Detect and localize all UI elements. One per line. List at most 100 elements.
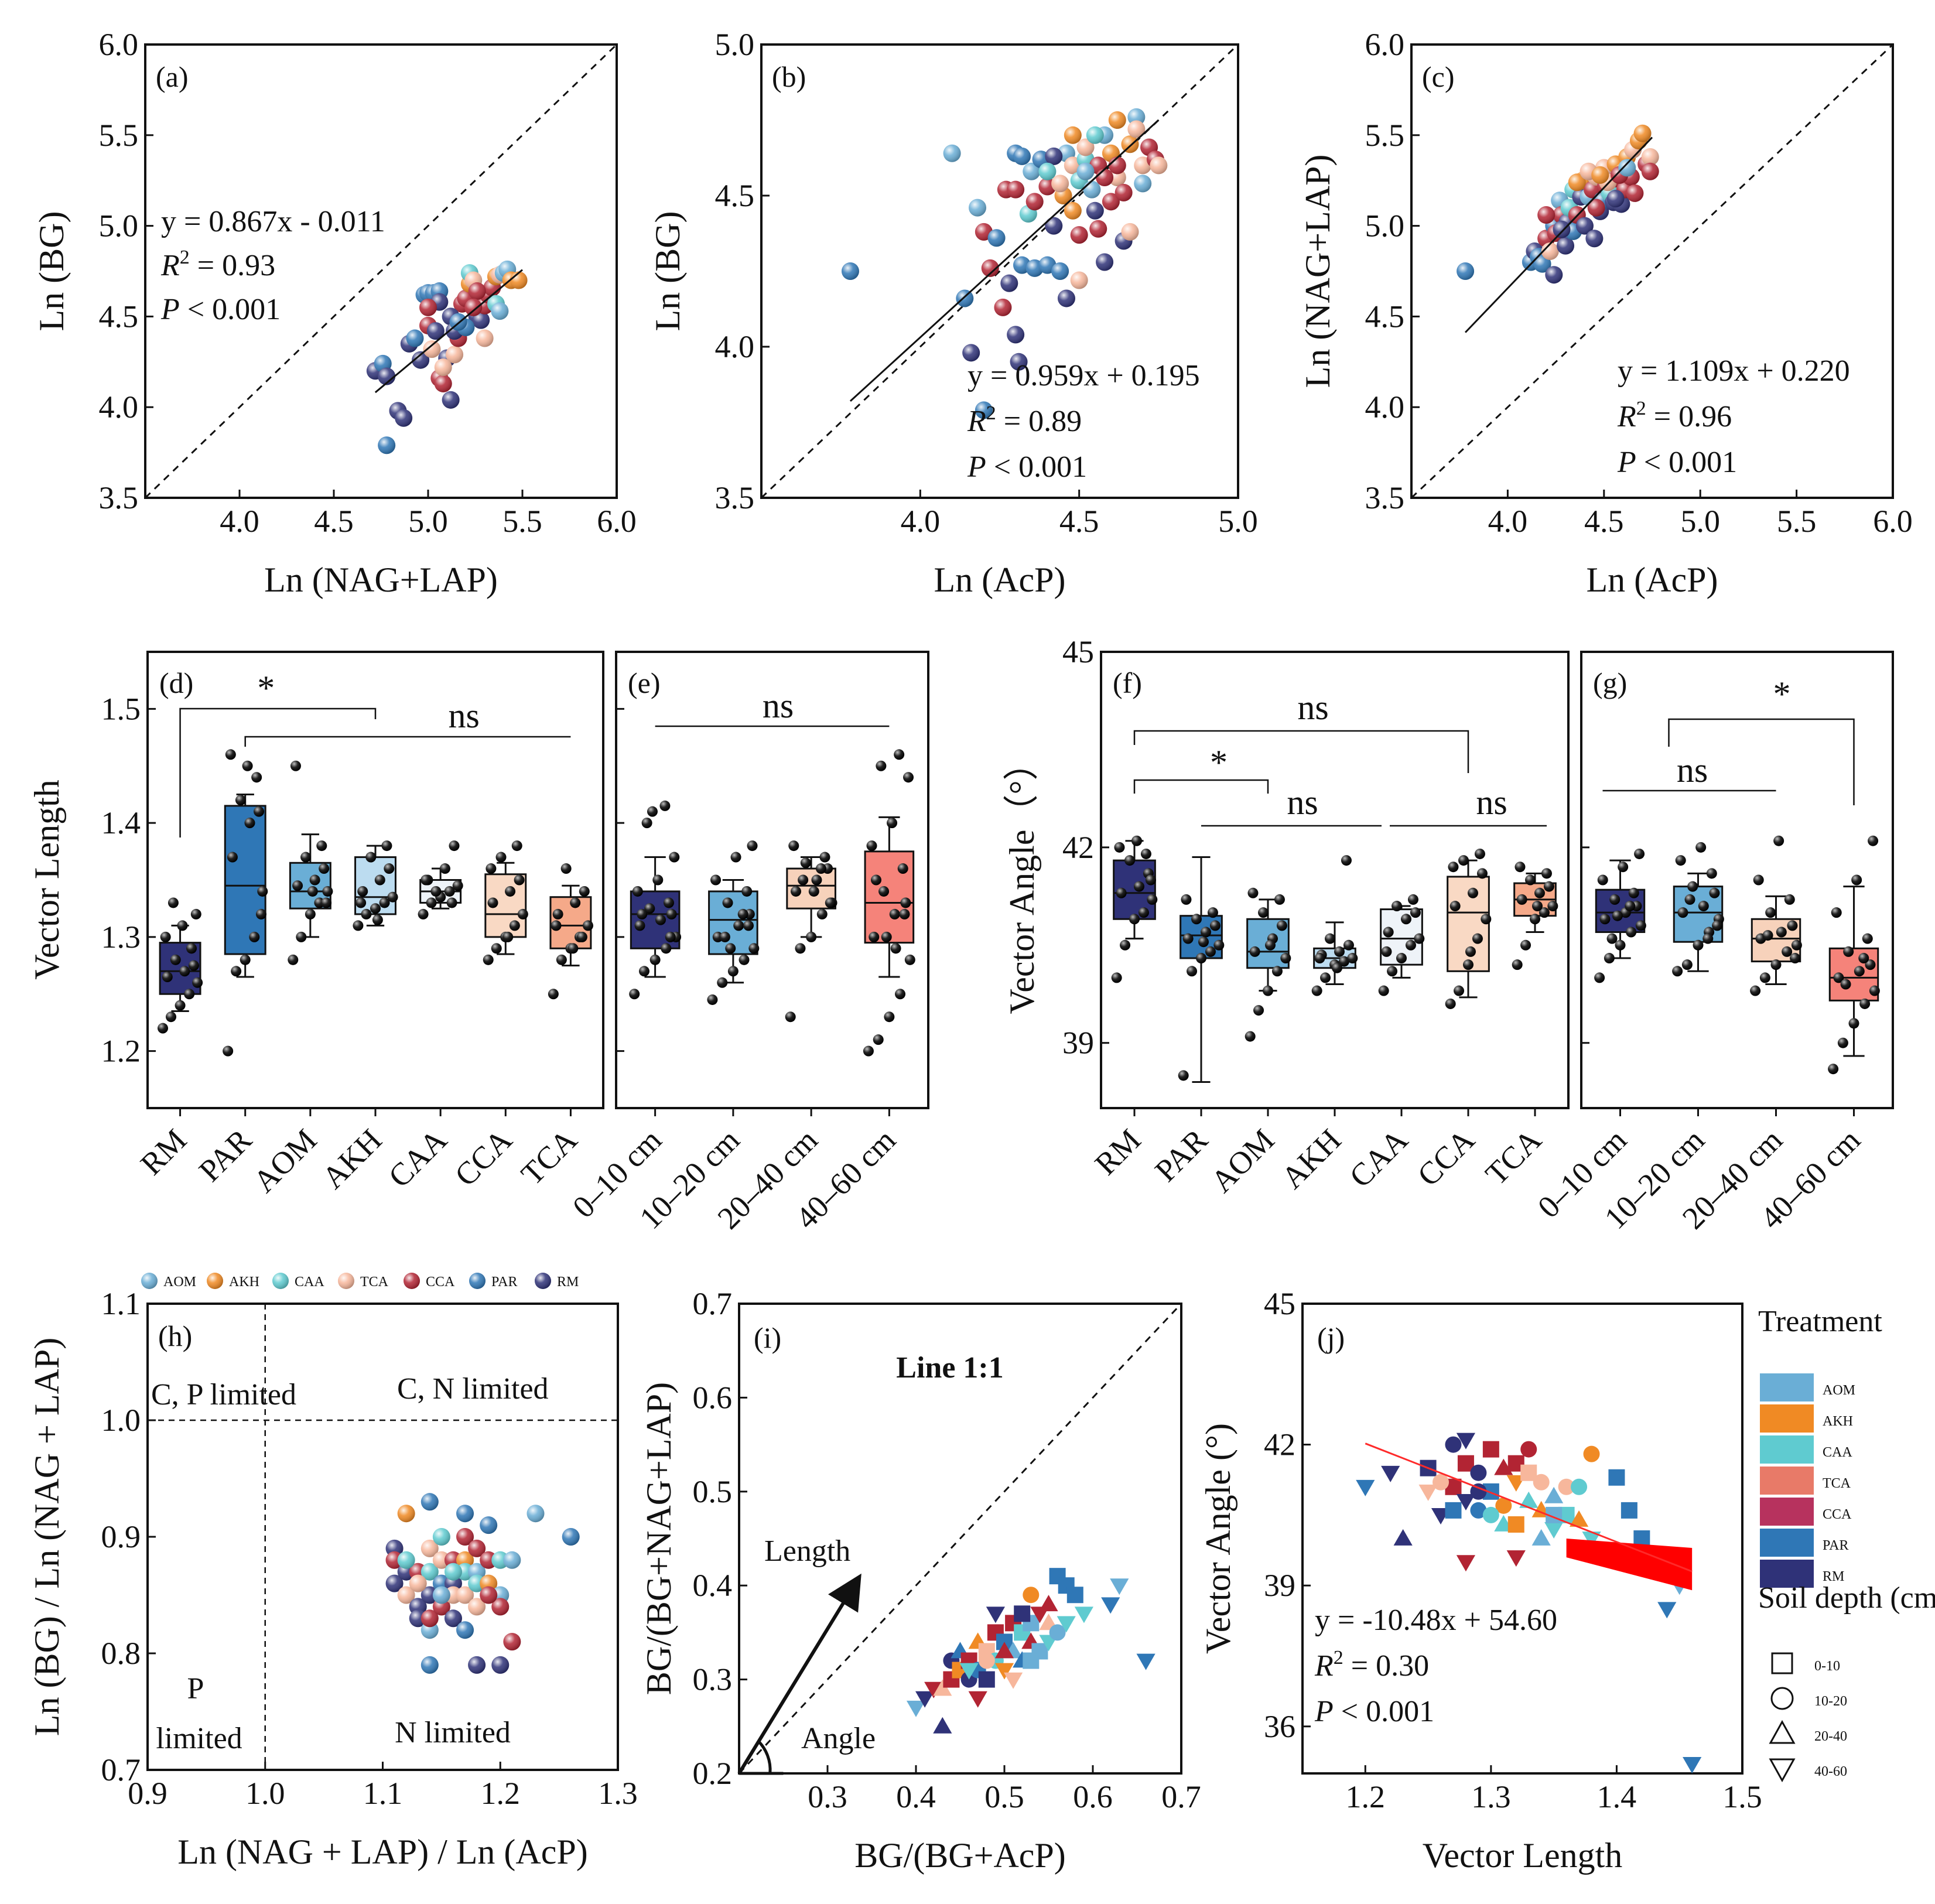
data-point — [223, 1045, 234, 1057]
data-point — [1101, 1597, 1120, 1614]
fit-line — [1365, 1442, 1693, 1573]
y-tick-label: 5.5 — [1365, 118, 1405, 153]
data-point-shine — [412, 351, 430, 369]
data-point-shine — [1541, 242, 1559, 260]
data-point — [1445, 1436, 1462, 1453]
data-point — [1544, 1486, 1564, 1503]
data-point — [509, 920, 520, 931]
data-point-shine — [1051, 175, 1069, 193]
x-tick-label: 0.7 — [1161, 1779, 1201, 1814]
data-point — [1381, 946, 1392, 957]
data-point — [884, 1011, 895, 1023]
data-point — [192, 977, 203, 988]
y-axis-label: Ln (NAG+LAP) — [1298, 155, 1337, 388]
plot-frame — [1580, 651, 1894, 1109]
p-text: P < 0.001 — [160, 293, 281, 326]
x-tick-label: 5.0 — [1680, 504, 1720, 539]
data-point-shine — [456, 1528, 474, 1546]
angle-label: Angle — [801, 1722, 876, 1755]
p-text: P < 0.001 — [1314, 1695, 1434, 1728]
data-point — [1258, 907, 1269, 918]
data-point-shine — [406, 329, 424, 347]
data-point — [514, 874, 525, 886]
r2-value: = 0.96 — [1646, 400, 1732, 433]
y-axis-label: BG/(BG+NAG+LAP) — [640, 1382, 678, 1695]
data-point-shine — [456, 1505, 474, 1523]
data-point-shine — [1108, 169, 1126, 187]
data-point — [1759, 972, 1770, 983]
data-point-shine — [378, 367, 396, 385]
data-point-shine — [1121, 135, 1139, 153]
data-point-shine — [468, 1656, 486, 1674]
x-tick-label: 5.5 — [502, 504, 542, 539]
r2-symbol: R — [967, 405, 986, 438]
legend-label: RM — [557, 1274, 579, 1290]
legend-marker-shine — [141, 1273, 158, 1289]
data-point — [906, 1700, 926, 1717]
plot-frame — [760, 43, 1239, 499]
panel-a: 4.0 4.5 5.0 5.5 6.0 3.5 4.0 4.5 5.0 5.5 6.0 (a) Ln (… — [32, 27, 637, 599]
data-point — [231, 966, 242, 977]
data-point — [1762, 930, 1773, 941]
x-tick-label: 5.0 — [408, 504, 448, 539]
data-point — [1519, 1491, 1539, 1508]
data-point-shine — [434, 358, 452, 377]
data-point — [175, 1000, 186, 1011]
data-point — [1253, 1005, 1264, 1016]
data-point — [379, 897, 390, 908]
data-point-shine — [1591, 166, 1609, 184]
data-point — [483, 954, 494, 965]
data-point — [1383, 927, 1394, 938]
p-value: < 0.001 — [180, 293, 281, 326]
data-point — [994, 1642, 1014, 1659]
data-point — [978, 1652, 995, 1669]
data-point — [1407, 894, 1418, 905]
data-point — [1672, 966, 1683, 977]
data-point — [1396, 953, 1407, 964]
data-point — [162, 972, 173, 983]
data-point-shine — [432, 1528, 450, 1546]
data-point — [795, 943, 806, 954]
data-point — [663, 897, 674, 908]
x-tick-label: RM — [134, 1122, 193, 1182]
data-point — [933, 1679, 952, 1696]
data-point — [370, 903, 381, 914]
data-point — [1495, 1497, 1512, 1514]
data-point — [1533, 1474, 1550, 1491]
data-point — [1506, 1550, 1526, 1567]
legend-label: CAA — [1823, 1445, 1852, 1460]
data-point-shine — [1533, 255, 1551, 273]
data-point — [895, 989, 906, 1000]
data-point — [710, 874, 722, 886]
data-point — [1615, 939, 1626, 951]
y-tick-label: 45 — [1062, 634, 1094, 669]
data-point-shine — [491, 1656, 510, 1674]
data-point — [1683, 1757, 1702, 1774]
data-point — [791, 886, 802, 897]
data-point — [227, 852, 238, 863]
x-tick-label: 0.4 — [896, 1779, 936, 1814]
data-point — [1311, 985, 1322, 996]
data-point — [1840, 979, 1851, 990]
data-point-shine — [480, 1586, 498, 1604]
data-point-shine — [446, 346, 464, 364]
data-point — [785, 1011, 796, 1023]
data-point — [897, 863, 908, 874]
data-point — [1543, 881, 1554, 892]
data-point-shine — [503, 1633, 521, 1651]
data-point — [452, 880, 463, 891]
panel-i: 0.3 0.4 0.5 0.6 0.7 0.2 0.3 0.4 0.5 0.6 0.7 (i) Line… — [640, 1286, 1201, 1875]
data-point-shine — [1070, 271, 1088, 289]
fit-line — [1464, 136, 1653, 333]
data-point-shine — [464, 298, 483, 316]
x-tick-label: 1.2 — [481, 1776, 521, 1811]
data-point — [915, 1691, 935, 1708]
data-point — [1400, 914, 1411, 925]
data-point-shine — [480, 1516, 498, 1534]
data-point-shine — [943, 144, 961, 162]
data-point — [1196, 953, 1206, 964]
data-point — [889, 908, 900, 919]
panel-label: (a) — [156, 60, 189, 93]
y-tick-label: 42 — [1062, 830, 1094, 865]
